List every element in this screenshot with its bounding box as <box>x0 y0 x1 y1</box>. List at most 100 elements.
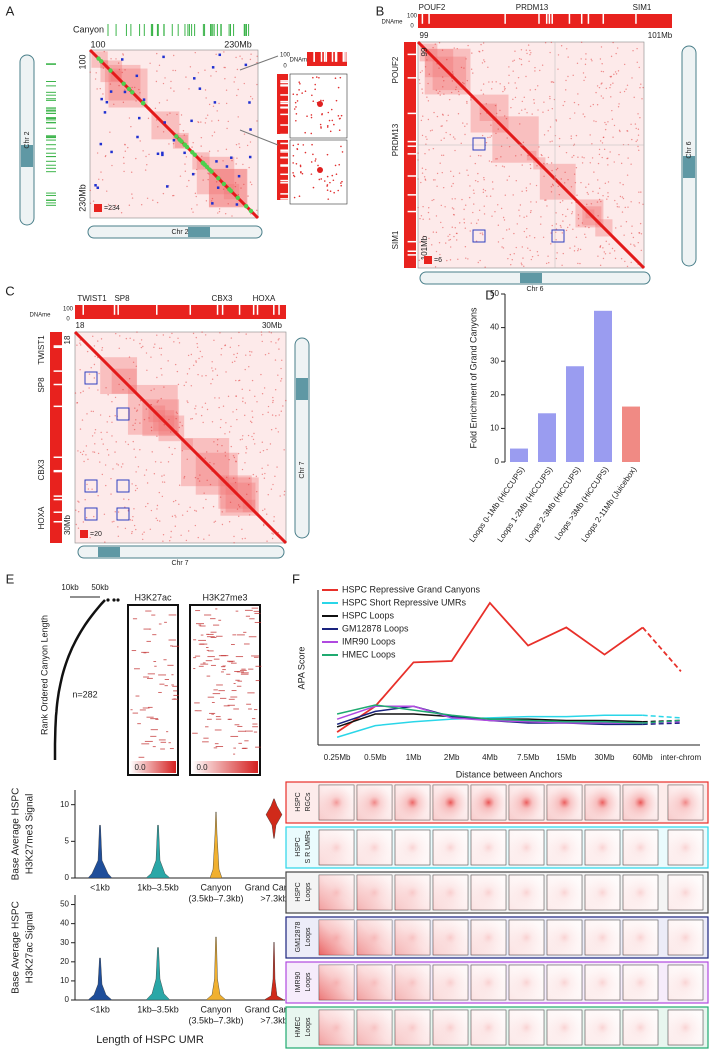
contact <box>330 108 333 111</box>
contact <box>108 415 111 418</box>
contact <box>537 109 539 111</box>
apa-center <box>319 875 354 910</box>
contact <box>337 86 340 89</box>
contact <box>422 218 424 221</box>
contact <box>263 387 266 389</box>
loop-dot <box>183 151 186 155</box>
apa-center <box>395 785 430 820</box>
contact <box>605 87 608 90</box>
contact <box>267 411 269 414</box>
gene-label: POUF2 <box>419 3 446 12</box>
contact <box>103 50 105 53</box>
apa-center <box>395 830 430 865</box>
signal <box>194 702 200 704</box>
loop-dot <box>103 111 107 114</box>
contact <box>113 520 115 523</box>
label: 100 <box>63 307 74 313</box>
contact <box>130 171 133 173</box>
legend-label: HMEC Loops <box>342 649 396 659</box>
contact <box>242 435 244 437</box>
contact <box>455 86 457 88</box>
x-tick-label: 2Mb <box>444 753 460 762</box>
contact <box>630 163 632 165</box>
contact <box>462 122 464 124</box>
contact <box>206 114 209 116</box>
contact <box>159 520 161 522</box>
series-line <box>642 722 681 726</box>
contact <box>256 209 258 212</box>
contact <box>156 52 158 55</box>
signal <box>141 651 150 653</box>
contact <box>477 154 480 157</box>
contact <box>102 443 104 445</box>
contact <box>565 229 568 232</box>
contact <box>481 49 484 52</box>
contact <box>492 188 494 190</box>
contact <box>195 405 197 407</box>
dname-gap <box>53 470 62 473</box>
contact <box>548 262 550 264</box>
contact <box>613 161 615 163</box>
contact <box>491 81 494 83</box>
contact <box>633 244 635 246</box>
contact <box>204 334 207 336</box>
contact <box>576 62 579 65</box>
contact <box>211 361 213 363</box>
apa-center <box>668 830 703 865</box>
signal <box>138 756 145 758</box>
contact <box>425 168 427 171</box>
contact <box>186 458 188 461</box>
contact <box>538 146 540 148</box>
contact <box>495 158 497 160</box>
signal <box>231 690 237 692</box>
contact <box>531 113 533 115</box>
contact <box>80 344 82 346</box>
signal <box>248 668 254 670</box>
signal <box>164 678 170 680</box>
contact <box>148 153 150 156</box>
contact <box>214 368 217 370</box>
contact <box>234 481 237 484</box>
signal <box>160 748 165 750</box>
contact <box>295 162 298 165</box>
contact <box>239 55 241 57</box>
contact <box>518 209 520 211</box>
contact <box>117 535 120 537</box>
signal <box>167 664 174 666</box>
contact <box>592 190 594 193</box>
contact <box>449 233 451 236</box>
contact <box>641 98 643 100</box>
x-tick-label: <1kb <box>90 882 110 892</box>
contact <box>163 424 165 426</box>
contact <box>170 80 172 83</box>
contact <box>219 496 222 498</box>
contact <box>243 183 245 186</box>
contact <box>102 93 104 95</box>
apa-row-label: RGCs <box>305 792 312 812</box>
signal <box>232 634 237 636</box>
contact <box>264 508 266 510</box>
contact <box>168 418 170 421</box>
signal <box>199 643 208 645</box>
contact <box>529 163 532 166</box>
contact <box>295 106 297 108</box>
contact <box>310 161 313 163</box>
x-tick-label: Canyon <box>200 1004 231 1014</box>
contact <box>93 345 96 347</box>
contact <box>523 96 525 99</box>
contact <box>148 417 150 419</box>
panel-label: D <box>485 287 494 302</box>
contact <box>112 468 114 470</box>
contact <box>224 455 227 457</box>
gene-label: SIM1 <box>391 230 400 249</box>
contact <box>85 517 88 519</box>
contact <box>90 367 92 369</box>
contact <box>450 185 453 187</box>
contact <box>91 488 93 490</box>
contact <box>334 77 337 79</box>
contact <box>609 84 612 86</box>
contact <box>225 422 227 424</box>
contact <box>338 163 341 166</box>
loop-dot <box>216 186 220 189</box>
contact <box>529 49 531 52</box>
